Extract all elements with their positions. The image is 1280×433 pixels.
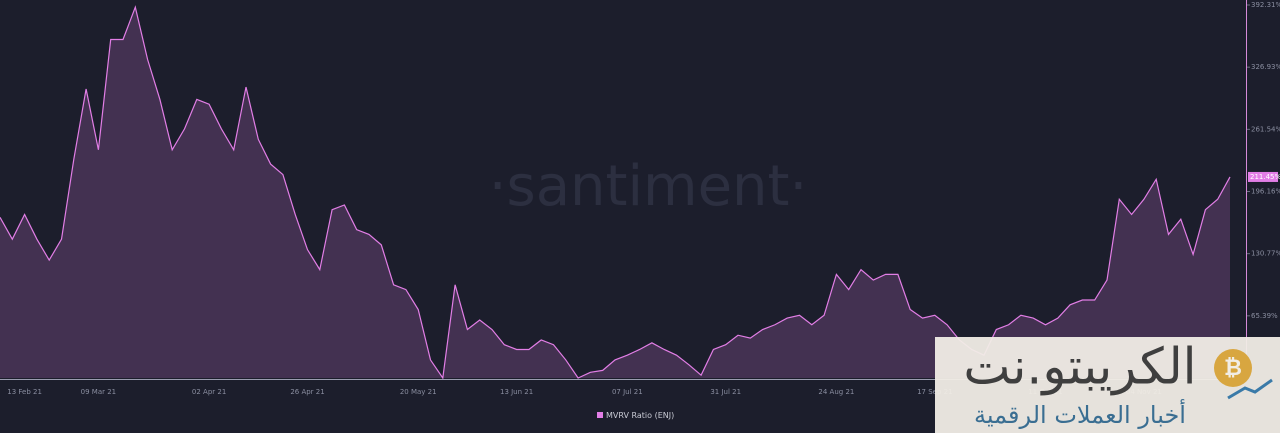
y-tick-label: 392.31% bbox=[1251, 1, 1280, 9]
logo-subtitle: أخبار العملات الرقمية bbox=[974, 399, 1186, 429]
value-label: 211.45% bbox=[1250, 173, 1280, 181]
x-tick-label: 26 Apr 21 bbox=[290, 388, 324, 396]
x-tick-label: 31 Jul 21 bbox=[710, 388, 741, 396]
x-tick-label: 17 Sep 21 bbox=[917, 388, 952, 396]
bitcoin-icon bbox=[1214, 349, 1252, 387]
y-tick-label: 261.54% bbox=[1251, 125, 1280, 133]
y-tick-label: 65.39% bbox=[1251, 312, 1278, 320]
line bbox=[0, 5, 1231, 380]
x-tick-label: 09 Mar 21 bbox=[81, 388, 116, 396]
y-tick-label: 130.77% bbox=[1251, 250, 1280, 258]
trend-arrow bbox=[1227, 378, 1273, 400]
value-label-bg bbox=[1248, 171, 1278, 182]
x-tick-label: 20 May 21 bbox=[400, 388, 437, 396]
bitcoin-symbol: ₿ bbox=[1224, 356, 1242, 381]
legend-label: MVRV Ratio (ENJ) bbox=[606, 411, 674, 420]
y-tick-label: 196.16% bbox=[1251, 187, 1280, 195]
logo-title: الكريبتو.نت bbox=[963, 338, 1196, 396]
area bbox=[0, 7, 1230, 379]
x-tick-label: 24 Aug 21 bbox=[818, 388, 854, 396]
x-tick-label: 13 Jun 21 bbox=[500, 388, 533, 396]
x-tick-label: 13 Feb 21 bbox=[7, 388, 42, 396]
plot: 65.39% 130.77% 196.16% 261.54% 326.93% 392.31… bbox=[0, 1, 1280, 396]
x-tick-label: 02 Apr 21 bbox=[192, 388, 226, 396]
overlay-logo: ₿ الكريبتو.نت أخبار العملات الرقمية bbox=[935, 337, 1280, 433]
y-tick-label: 326.93% bbox=[1251, 63, 1280, 71]
x-tick-label: 07 Jul 21 bbox=[612, 388, 643, 396]
legend: MVRV Ratio (ENJ) bbox=[597, 411, 674, 420]
legend-swatch bbox=[597, 412, 603, 418]
watermark: ·santiment· bbox=[489, 154, 808, 219]
